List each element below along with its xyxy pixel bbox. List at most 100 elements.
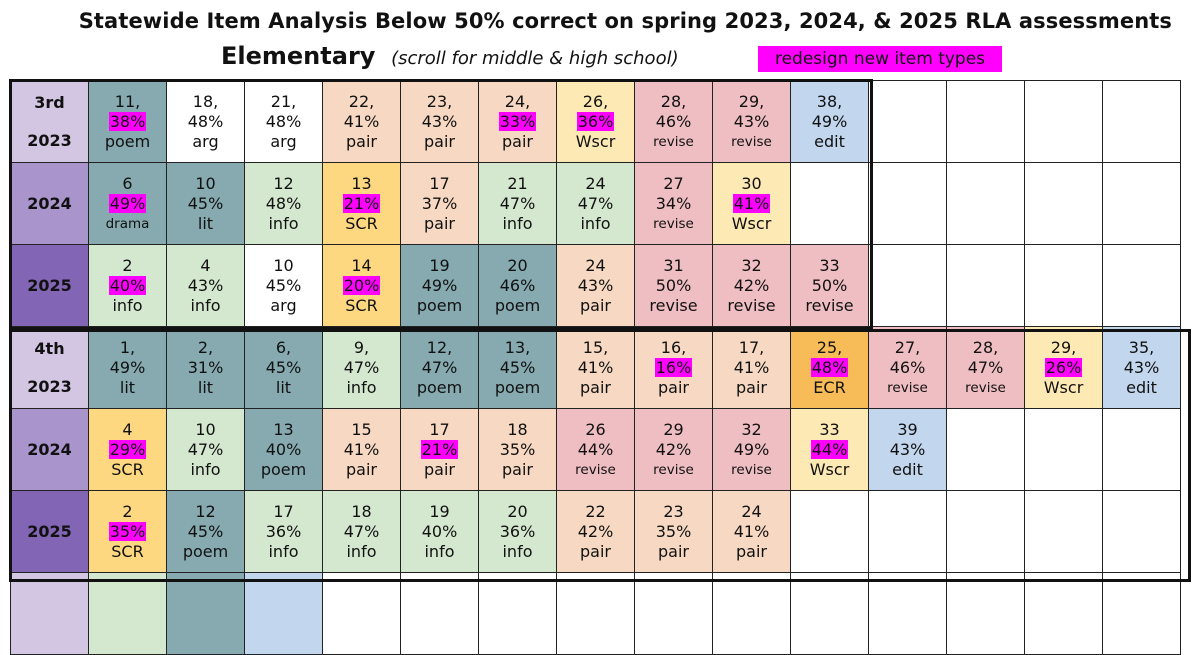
item-number: 19: [429, 501, 450, 521]
table-row: 2024 4 29% SCR 10 47% info 13 40% poem 15 41% pair 17…: [10, 408, 1181, 491]
item-percent: 47%: [421, 357, 458, 377]
item-percent-wrap: 44%: [557, 440, 634, 460]
section-subtitle: Elementary (scroll for middle & high sch…: [221, 42, 679, 70]
item-percent-wrap: 26%: [1025, 357, 1102, 378]
item-percent: 45%: [265, 357, 302, 377]
item-number: 13,: [504, 337, 531, 357]
item-number: 29,: [738, 91, 765, 111]
table-row: 3rd 2023 11, 38% poem 18, 48% arg 21, 48% arg 22, 41…: [10, 80, 1181, 163]
item-type: poem: [182, 541, 229, 561]
item-number: 9,: [353, 337, 370, 357]
item-type: arg: [192, 131, 219, 151]
item-cell: 33 44% Wscr: [790, 408, 869, 491]
item-percent: 37%: [421, 193, 458, 213]
item-percent-wrap: 50%: [791, 276, 868, 296]
item-number: 12,: [426, 337, 453, 357]
item-type: revise: [805, 295, 854, 315]
item-type: revise: [653, 215, 694, 232]
empty-cell: [946, 80, 1025, 163]
empty-cell: [1024, 490, 1103, 573]
item-percent: 49%: [108, 193, 147, 213]
item-cell: 10 47% info: [166, 408, 245, 491]
item-type: revise: [887, 379, 928, 396]
item-number: 4: [122, 419, 133, 439]
empty-cell: [1024, 80, 1103, 163]
item-type: revise: [653, 133, 694, 150]
year-label: 2023: [27, 130, 72, 150]
item-cell: 19 49% poem: [400, 244, 479, 327]
item-percent: 48%: [187, 111, 224, 131]
item-percent: 41%: [577, 357, 614, 377]
item-cell: 29, 43% revise: [712, 80, 791, 163]
item-type: poem: [260, 459, 307, 479]
item-percent-wrap: 21%: [323, 193, 400, 214]
item-percent: 45%: [499, 357, 536, 377]
item-number: 13: [351, 173, 372, 193]
item-type: pair: [424, 213, 455, 233]
item-percent-wrap: 37%: [401, 194, 478, 214]
item-percent: 41%: [343, 111, 380, 131]
item-number: 2,: [197, 337, 214, 357]
item-number: 22,: [348, 91, 375, 111]
item-cell: 20 46% poem: [478, 244, 557, 327]
item-percent-wrap: 42%: [635, 440, 712, 460]
item-cell: 15 41% pair: [322, 408, 401, 491]
item-cell: 32 42% revise: [712, 244, 791, 327]
item-type: info: [346, 377, 377, 397]
empty-cell: [1102, 80, 1181, 163]
item-percent-wrap: 43%: [1103, 358, 1180, 378]
item-percent-wrap: 47%: [323, 358, 400, 378]
item-number: 38,: [816, 91, 843, 111]
item-number: 1,: [119, 337, 136, 357]
item-number: 18: [507, 419, 528, 439]
item-number: 35,: [1128, 337, 1155, 357]
empty-cell: [790, 162, 869, 245]
item-number: 23: [663, 501, 684, 521]
item-type: revise: [727, 295, 776, 315]
grade-year-cell: 2025: [10, 490, 89, 573]
item-cell: 22 42% pair: [556, 490, 635, 573]
subtitle-scroll-note: (scroll for middle & high school): [391, 48, 679, 69]
item-number: 33: [819, 255, 840, 275]
empty-cell: [1024, 162, 1103, 245]
item-type: revise: [653, 461, 694, 478]
item-type: SCR: [111, 541, 144, 561]
item-percent-wrap: 41%: [713, 358, 790, 378]
item-cell: 23 35% pair: [634, 490, 713, 573]
item-percent: 42%: [655, 439, 692, 459]
item-percent: 16%: [654, 357, 693, 377]
item-type: poem: [494, 377, 541, 397]
item-percent-wrap: 43%: [557, 276, 634, 296]
item-number: 28,: [972, 337, 999, 357]
item-percent-wrap: 48%: [245, 112, 322, 132]
item-cell: 21, 48% arg: [244, 80, 323, 163]
item-cell: 26 44% revise: [556, 408, 635, 491]
item-percent: 47%: [343, 521, 380, 541]
item-cell: 14 20% SCR: [322, 244, 401, 327]
item-cell: 31 50% revise: [634, 244, 713, 327]
item-cell: [166, 572, 245, 655]
item-percent: 47%: [187, 439, 224, 459]
item-cell: 6 49% drama: [88, 162, 167, 245]
item-percent-wrap: 42%: [713, 276, 790, 296]
item-type: pair: [580, 295, 611, 315]
item-number: 33: [819, 419, 840, 439]
grade-year-cell: 4th 2023: [10, 326, 89, 409]
item-percent-wrap: 34%: [635, 194, 712, 214]
item-cell: 21 47% info: [478, 162, 557, 245]
item-number: 15,: [582, 337, 609, 357]
year-label: 2025: [27, 521, 72, 541]
item-percent: 43%: [889, 439, 926, 459]
item-percent: 46%: [499, 275, 536, 295]
item-percent: 47%: [967, 357, 1004, 377]
item-percent: 43%: [577, 275, 614, 295]
item-type: arg: [270, 295, 297, 315]
item-type: pair: [736, 541, 767, 561]
item-number: 2: [122, 255, 133, 275]
item-percent: 36%: [265, 521, 302, 541]
item-percent-wrap: 43%: [869, 440, 946, 460]
grade-year-cell: 3rd 2023: [10, 80, 89, 163]
item-cell: [88, 572, 167, 655]
item-number: 22: [585, 501, 606, 521]
item-percent-wrap: 31%: [167, 358, 244, 378]
